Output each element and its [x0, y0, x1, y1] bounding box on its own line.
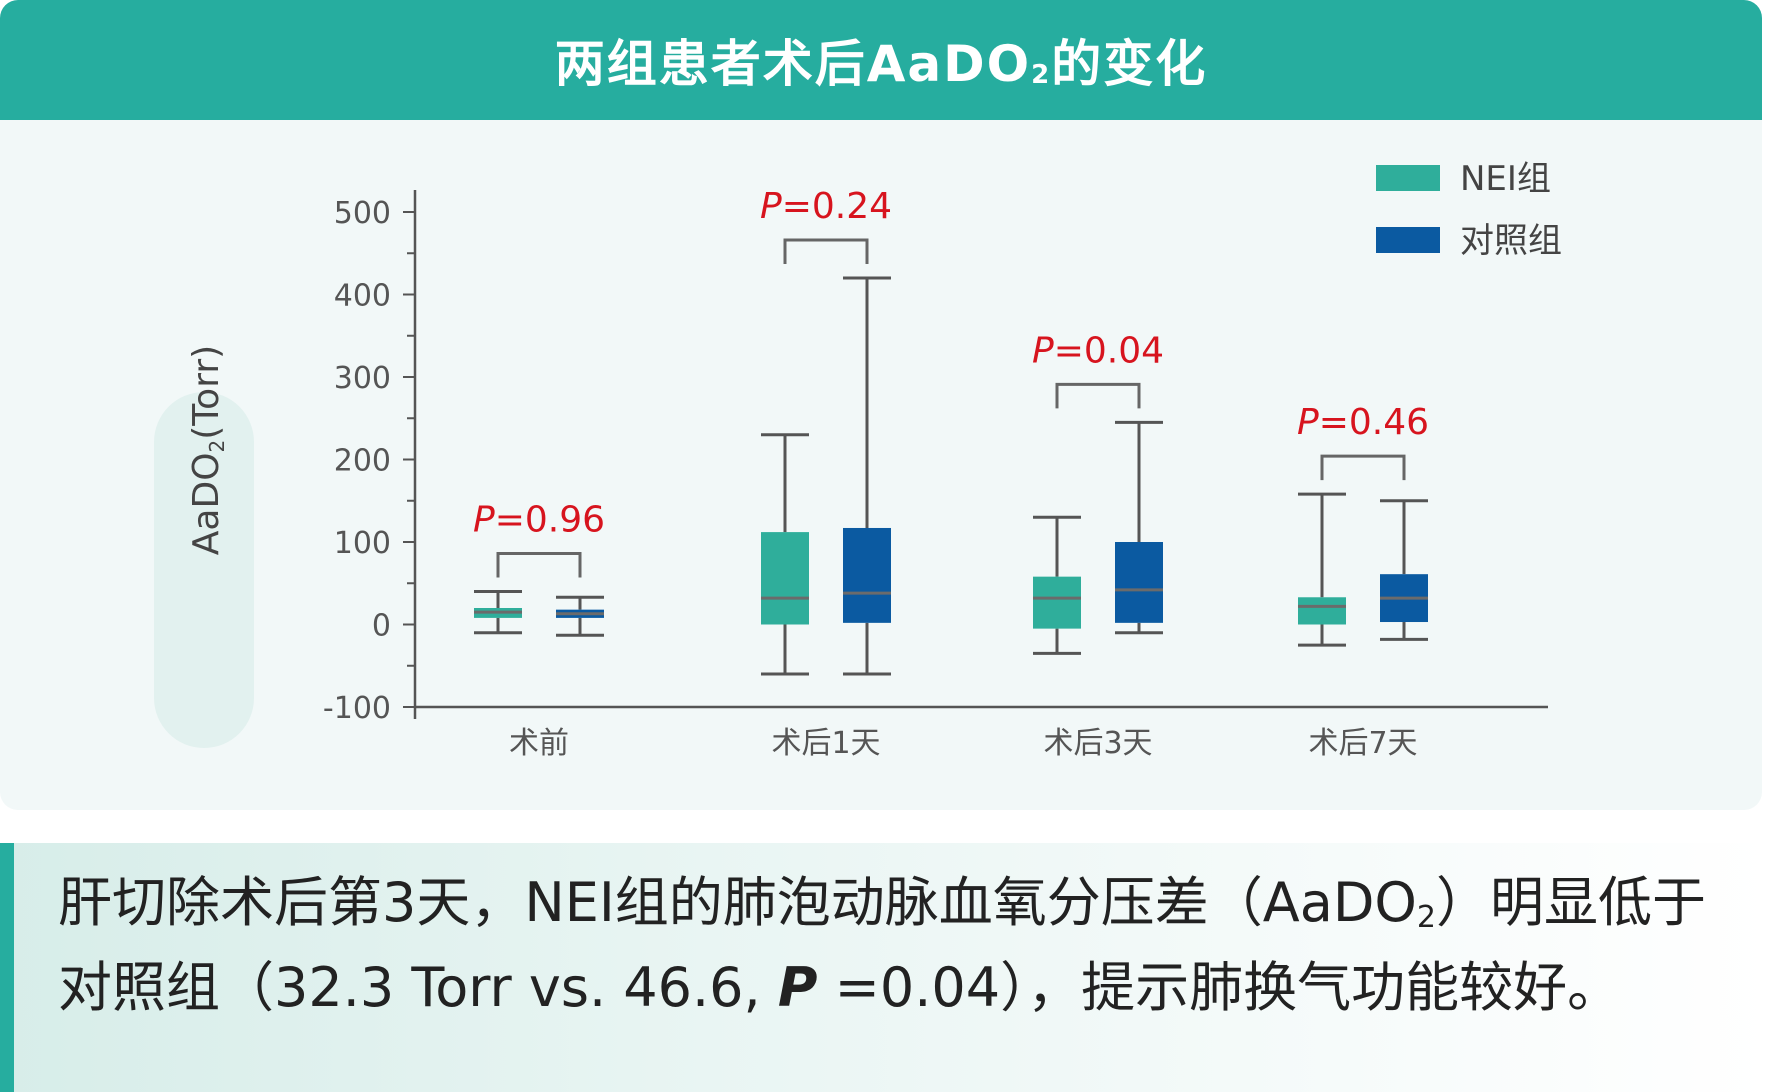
x-tick-label: 术后3天 [1043, 726, 1152, 761]
y-tick-label: 500 [334, 196, 391, 231]
box-iqr [761, 532, 809, 625]
chart-panel: -100 0 100 200 300 400 500 术前 术后1天 术后3天 术后7天 AaDO2(… [0, 120, 1762, 810]
significance-bracket [1320, 454, 1406, 481]
legend-label: 对照组 [1460, 221, 1562, 261]
x-tick-label: 术前 [509, 726, 569, 761]
box-iqr [843, 527, 891, 623]
y-tick-label: 200 [334, 444, 391, 479]
caption-accent-bar [0, 843, 14, 1092]
legend-label: NEI组 [1460, 159, 1551, 199]
p-value-label: P=0.96 [473, 500, 605, 541]
p-value-label: P=0.04 [1032, 330, 1164, 371]
y-tick-label: -100 [323, 691, 391, 726]
legend-swatch [1376, 227, 1440, 253]
x-tick-label: 术后1天 [771, 726, 880, 761]
legend-swatch [1376, 165, 1440, 191]
title-banner: 两组患者术后AaDO2的变化 [0, 0, 1762, 120]
chart-title: 两组患者术后AaDO2的变化 [0, 0, 1762, 120]
y-tick-label: 0 [372, 609, 391, 644]
box-iqr [1298, 597, 1346, 625]
y-tick-label: 100 [334, 526, 391, 561]
y-tick-label: 400 [334, 279, 391, 314]
chart-title-main: 两组患者术后AaDO [554, 35, 1032, 93]
caption-line-2: 对照组（32.3 Torr vs. 46.6, P =0.04），提示肺换气功能… [58, 956, 1622, 1019]
caption-box: 肝切除术后第3天，NEI组的肺泡动脉血氧分压差（AaDO2）明显低于 对照组（3… [0, 843, 1769, 1092]
box-plot-chart: -100 0 100 200 300 400 500 术前 术后1天 术后3天 术后7天 AaDO2(… [186, 159, 1562, 761]
caption-text: 肝切除术后第3天，NEI组的肺泡动脉血氧分压差（AaDO2）明显低于 对照组（3… [58, 865, 1768, 1026]
caption-line-1: 肝切除术后第3天，NEI组的肺泡动脉血氧分压差（AaDO2）明显低于 [58, 871, 1707, 935]
x-tick-label: 术后7天 [1308, 726, 1417, 761]
significance-bracket [783, 238, 869, 264]
chart-title-subscript: 2 [1031, 60, 1052, 90]
significance-bracket [1055, 382, 1141, 409]
chart-title-suffix: 的变化 [1051, 35, 1208, 93]
p-value-label: P=0.46 [1297, 402, 1429, 443]
box-iqr [1115, 542, 1163, 623]
significance-bracket [496, 552, 582, 578]
p-value-label: P=0.24 [760, 186, 892, 227]
box-iqr [1033, 576, 1081, 629]
y-axis-title: AaDO2(Torr) [186, 345, 229, 555]
y-axis-label-background [154, 392, 254, 748]
y-tick-label: 300 [334, 361, 391, 396]
